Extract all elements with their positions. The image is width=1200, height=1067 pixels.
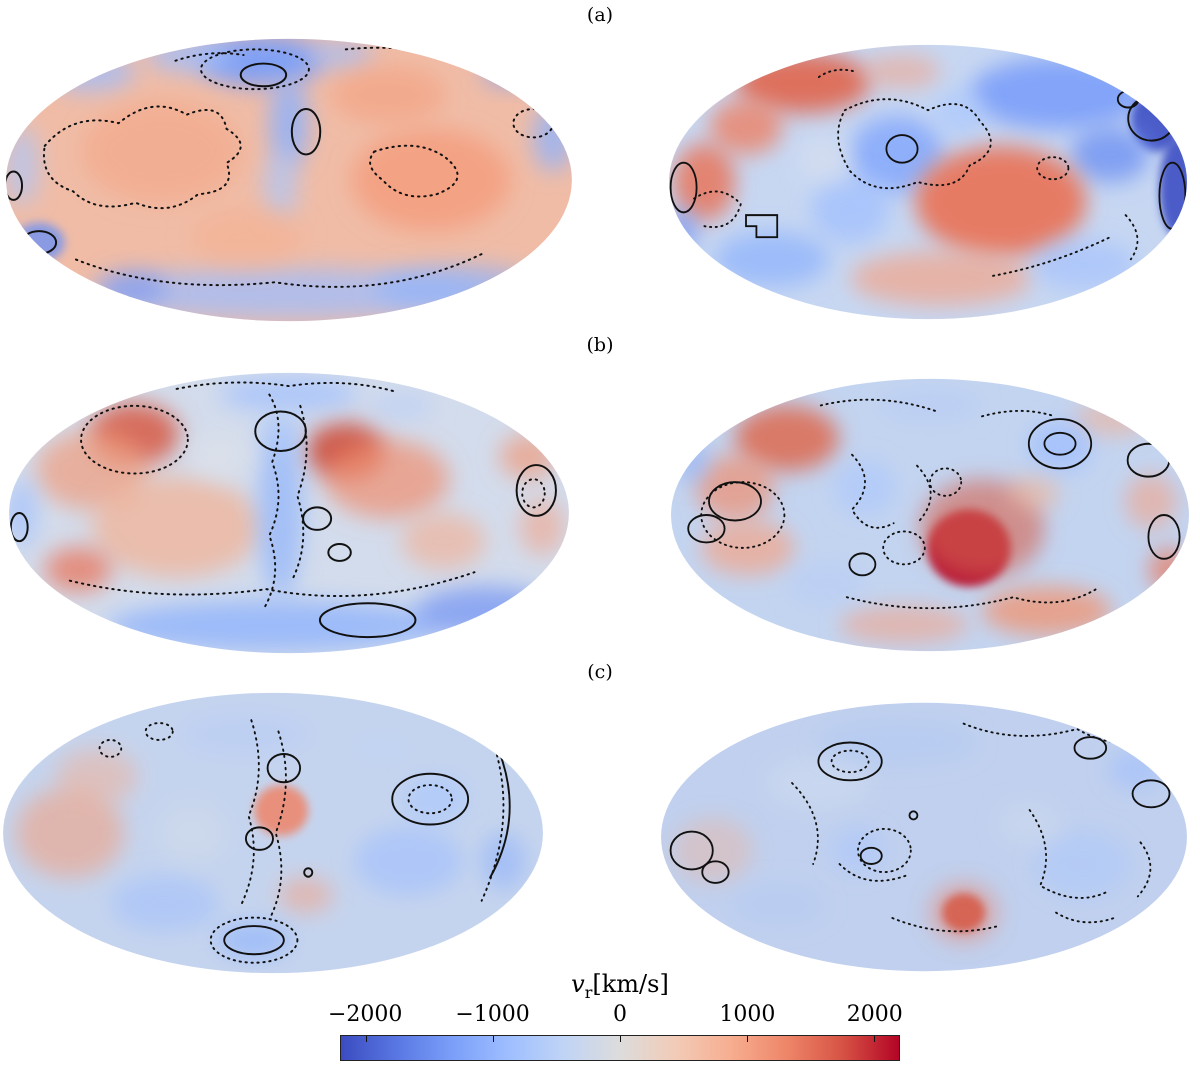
colorbar-tick-mark — [746, 1036, 748, 1042]
row-label-c: (c) — [587, 661, 613, 683]
colorbar-tick-label-1: −1000 — [455, 1002, 530, 1027]
colorbar-title-unit: [km/s] — [592, 970, 669, 998]
map-c-left — [2, 692, 544, 974]
colorbar-tick-label-2: 0 — [613, 1002, 627, 1027]
map-b-left — [8, 372, 570, 654]
colorbar-title: vr[km/s] — [340, 970, 900, 1002]
row-label-b: (b) — [586, 334, 614, 356]
colorbar-tick-label-3: 1000 — [719, 1002, 776, 1027]
colorbar-tick-mark — [620, 1036, 621, 1042]
colorbar-gradient — [340, 1035, 900, 1061]
row-label-a: (a) — [586, 4, 614, 26]
colorbar-title-symbol: v — [571, 970, 585, 998]
colorbar-tick-mark — [493, 1036, 495, 1042]
colorbar-tick-label-0: −2000 — [327, 1002, 403, 1027]
colorbar-tick-label-4: 2000 — [846, 1002, 903, 1027]
map-c-right — [660, 702, 1188, 972]
colorbar-tick-labels: −2000 −1000 0 1000 2000 — [328, 1002, 903, 1030]
colorbar-tick-mark — [366, 1036, 368, 1042]
map-a-left — [5, 38, 573, 322]
map-b-right — [670, 378, 1190, 652]
map-a-right — [668, 44, 1188, 320]
colorbar-tick-mark — [873, 1036, 875, 1042]
colorbar-title-subscript: r — [584, 982, 593, 1002]
